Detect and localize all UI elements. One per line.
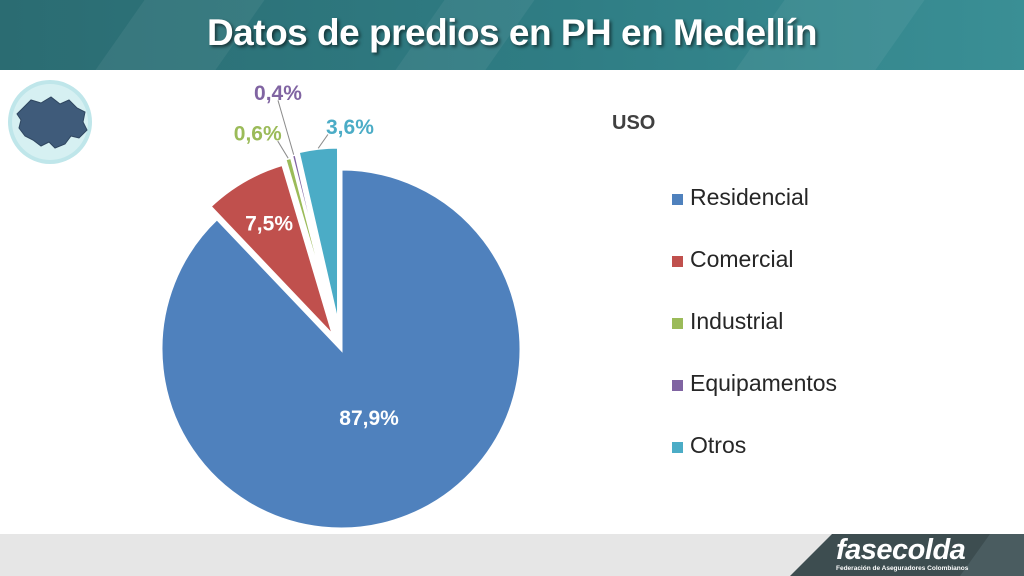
- legend-label-residencial: Residencial: [690, 184, 809, 210]
- legend-label-otros: Otros: [690, 432, 747, 458]
- title-bar: Datos de predios en PH en Medellín: [0, 0, 1024, 70]
- pie-slice-residencial: [159, 167, 523, 531]
- logo-text: fasecolda: [836, 534, 966, 566]
- leader-line-equipamentos: [277, 100, 295, 155]
- data-label-comercial: 7,5%: [245, 212, 293, 235]
- fasecolda-logo: [790, 534, 1024, 576]
- legend-swatch-equipamentos: [672, 380, 683, 391]
- legend-label-equipamentos: Equipamentos: [690, 370, 838, 396]
- data-label-industrial: 0,6%: [234, 123, 282, 146]
- legend-label-industrial: Industrial: [690, 308, 784, 334]
- legend-swatch-otros: [672, 442, 683, 453]
- medellin-map-icon: [8, 80, 92, 164]
- pie-slice-equipamentos: [289, 152, 338, 330]
- legend-title: USO: [612, 112, 656, 134]
- data-label-otros: 3,6%: [326, 116, 374, 139]
- logo-subtitle: Federación de Aseguradores Colombianos: [836, 565, 969, 572]
- leader-line-otros: [317, 134, 329, 149]
- slide-title: Datos de predios en PH en Medellín: [206, 12, 818, 53]
- legend-swatch-industrial: [672, 318, 683, 329]
- pie-slice-comercial: [207, 162, 336, 338]
- data-label-equipamentos: 0,4%: [254, 82, 302, 105]
- legend-swatch-residencial: [672, 194, 683, 205]
- data-label-residencial: 87,9%: [339, 407, 399, 430]
- legend-label-comercial: Comercial: [690, 246, 794, 272]
- leader-line-industrial: [277, 140, 289, 159]
- pie-slice-otros: [296, 145, 341, 328]
- legend-swatch-comercial: [672, 256, 683, 267]
